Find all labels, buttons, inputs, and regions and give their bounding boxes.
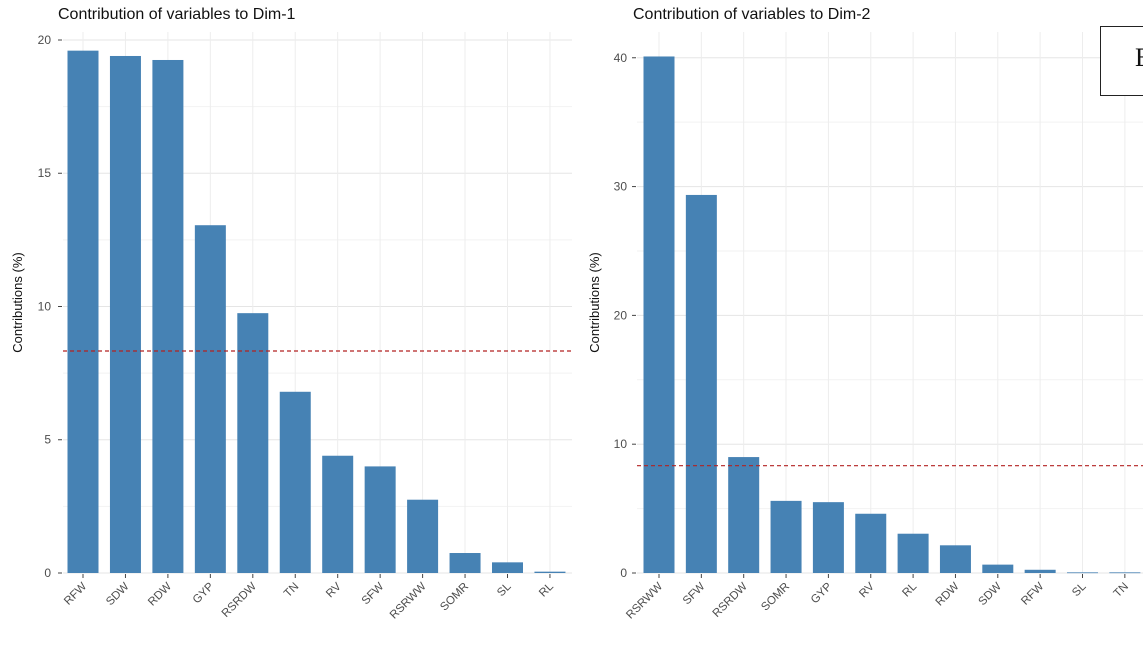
- x-tick-label: RV: [324, 580, 344, 600]
- y-tick-label: 30: [614, 180, 628, 194]
- x-tick-label: RDW: [934, 581, 962, 609]
- x-tick-label: SFW: [360, 581, 387, 608]
- y-tick-label: 5: [44, 433, 51, 447]
- x-tick-label: SOMR: [759, 581, 792, 614]
- bar-sdw: [982, 564, 1014, 573]
- bar-tn: [1109, 572, 1141, 574]
- bar-sdw: [109, 55, 141, 573]
- y-tick-label: 20: [38, 33, 52, 47]
- y-tick-label: 15: [38, 166, 52, 180]
- chart-panel-dim1: Contribution of variables to Dim-1 0 5 10 1…: [10, 6, 572, 622]
- bar-sfw: [364, 466, 396, 573]
- bar-rsrww: [643, 56, 675, 573]
- x-tick-label: SL: [495, 580, 514, 599]
- bar-rv: [855, 513, 887, 573]
- chart-dim2: 0 10 20 30 40 RSRWW SFW RSRDW SOMR GYP RV RL RDW SDW R…: [587, 32, 1143, 622]
- x-tick-label: TN: [1112, 581, 1131, 600]
- bar-rl: [534, 571, 566, 573]
- bar-sl: [1067, 572, 1098, 574]
- bar-rfw: [67, 50, 99, 574]
- bar-gyp: [194, 225, 226, 573]
- y-tick-label: 10: [614, 437, 628, 451]
- bar-somr: [449, 553, 481, 573]
- bar-somr: [770, 500, 802, 573]
- x-tick-label: RL: [537, 580, 556, 599]
- x-tick-label: SOMR: [438, 581, 471, 614]
- bar-rdw: [939, 545, 971, 573]
- x-tick-label: GYP: [809, 580, 835, 606]
- y-tick-label: 0: [44, 566, 51, 580]
- y-tick-label: 0: [620, 566, 627, 580]
- x-tick-label: RFW: [62, 581, 89, 608]
- chart-panel-dim2: Contribution of variables to Dim-2 0 10 20…: [580, 0, 1143, 649]
- x-tick-label: RSRDW: [220, 581, 259, 620]
- x-tick-label: SDW: [976, 581, 1004, 609]
- y-tick-label: 10: [38, 299, 52, 313]
- bar-rsrww: [407, 499, 439, 573]
- x-tick-label: RFW: [1019, 581, 1046, 608]
- bar-rl: [897, 533, 929, 573]
- y-axis-label: Contributions (%): [10, 252, 25, 352]
- panel-label-text: B: [1135, 43, 1143, 73]
- grid: [637, 32, 1143, 574]
- x-tick-label: SL: [1070, 580, 1089, 599]
- x-tick-label: RL: [900, 580, 919, 599]
- chart-title: Contribution of variables to Dim-1: [58, 6, 296, 23]
- bar-tn: [279, 391, 311, 573]
- bar-rfw: [1024, 569, 1056, 573]
- bar-sl: [492, 562, 523, 573]
- bar-gyp: [812, 502, 844, 573]
- chart-dim1: 0 5 10 15 20 RFW SDW RDW GYP RSRDW TN RV SFW RSRWW SOM…: [10, 32, 572, 622]
- bar-rdw: [152, 59, 184, 573]
- bar-sfw: [685, 194, 717, 574]
- bar-rv: [322, 455, 354, 573]
- x-tick-label: RSRWW: [624, 581, 665, 622]
- x-tick-label: RV: [857, 580, 877, 600]
- y-axis-label: Contributions (%): [587, 252, 602, 352]
- x-tick-label: SFW: [681, 581, 708, 608]
- x-tick-label: RSRDW: [711, 581, 750, 620]
- chart-title: Contribution of variables to Dim-2: [633, 6, 871, 23]
- x-tick-label: RDW: [146, 581, 174, 609]
- panel-label: B: [1100, 26, 1143, 96]
- bar-rsrdw: [728, 457, 760, 573]
- bar-rsrdw: [237, 313, 269, 573]
- x-tick-label: TN: [282, 581, 301, 600]
- y-tick-label: 20: [614, 308, 628, 322]
- x-tick-label: SDW: [104, 581, 132, 609]
- x-tick-label: GYP: [191, 580, 217, 606]
- y-tick-label: 40: [614, 51, 628, 65]
- x-tick-label: RSRWW: [388, 581, 429, 622]
